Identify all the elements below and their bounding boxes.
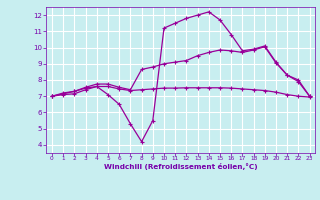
- X-axis label: Windchill (Refroidissement éolien,°C): Windchill (Refroidissement éolien,°C): [104, 163, 258, 170]
